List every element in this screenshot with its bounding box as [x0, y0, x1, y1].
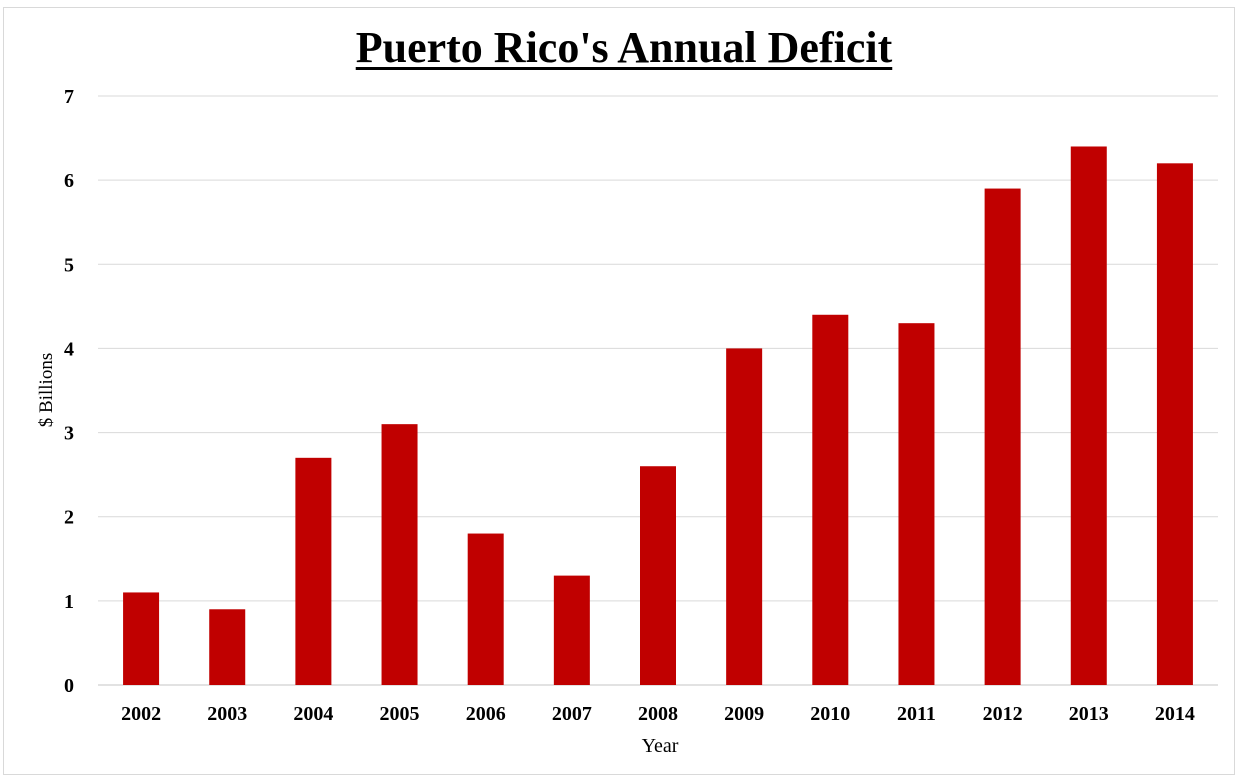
bars [123, 146, 1193, 686]
bar-2012 [984, 188, 1021, 686]
bar-2005 [381, 424, 418, 685]
y-tick-label: 4 [64, 338, 74, 360]
bar-2011 [898, 323, 935, 685]
x-tick-label: 2011 [897, 703, 936, 725]
bar-2009 [726, 348, 763, 685]
x-tick-label: 2013 [1069, 703, 1109, 725]
y-tick-label: 2 [64, 507, 74, 529]
x-tick-label: 2006 [466, 703, 506, 725]
bar-2003 [209, 609, 246, 685]
chart-title: Puerto Rico's Annual Deficit [355, 23, 893, 72]
bar-2010 [812, 314, 849, 685]
bar-2004 [295, 457, 332, 685]
x-tick-label: 2007 [552, 703, 592, 725]
y-tick-label: 5 [64, 254, 74, 276]
x-tick-label: 2008 [638, 703, 678, 725]
x-tick-label: 2010 [810, 703, 850, 725]
x-tick-label: 2009 [724, 703, 764, 725]
bar-2014 [1156, 163, 1193, 686]
y-tick-label: 6 [64, 170, 74, 192]
y-tick-label: 7 [64, 86, 74, 108]
y-axis-label: $ Billions [36, 353, 57, 427]
y-axis-tick-labels: 0 1 2 3 4 5 6 7 [64, 86, 74, 697]
y-tick-label: 1 [64, 591, 74, 613]
y-tick-label: 0 [64, 675, 74, 697]
bar-2008 [640, 466, 676, 685]
x-tick-label: 2002 [121, 703, 161, 725]
x-tick-label: 2014 [1155, 703, 1195, 725]
bar-2006 [467, 533, 504, 685]
x-tick-label: 2005 [380, 703, 420, 725]
bar-2013 [1070, 146, 1107, 685]
x-tick-label: 2003 [207, 703, 247, 725]
x-tick-label: 2012 [983, 703, 1023, 725]
bar-2002 [123, 592, 160, 685]
bar-2007 [553, 575, 590, 685]
y-tick-label: 3 [64, 423, 74, 445]
x-axis-label: Year [642, 735, 679, 757]
chart-frame [3, 7, 1235, 775]
x-axis-tick-labels: 2002 2003 2004 2005 2006 2007 2008 2009 2010 2011… [121, 703, 1195, 725]
x-tick-label: 2004 [293, 703, 333, 725]
